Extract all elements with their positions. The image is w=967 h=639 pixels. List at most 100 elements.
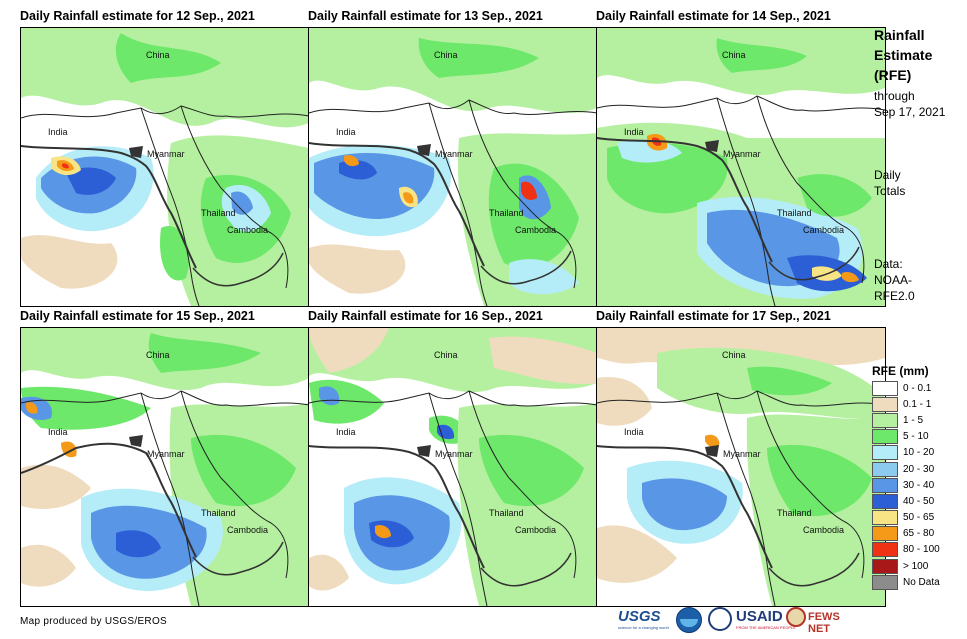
panel-title: Daily Rainfall estimate for 14 Sep., 202… (596, 9, 831, 23)
sidebar-data-source: Data: NOAA- RFE2.0 (874, 256, 915, 304)
legend-item: 0 - 0.1 (872, 380, 962, 396)
map-label-china: China (146, 350, 170, 360)
map-label-cambodia: Cambodia (227, 525, 269, 535)
sidebar-daily-line: Daily (874, 168, 901, 182)
sidebar-through-date: through Sep 17, 2021 (874, 88, 945, 120)
legend-swatch (872, 445, 898, 461)
sidebar-data-line: RFE2.0 (874, 289, 915, 303)
legend-label: 50 - 65 (903, 512, 935, 524)
map-label-china: China (722, 50, 746, 60)
map-label-cambodia: Cambodia (515, 225, 557, 235)
rainfall-map-graphic (309, 328, 597, 606)
usaid-tagline: FROM THE AMERICAN PEOPLE (736, 625, 796, 630)
rainfall-map-graphic (21, 28, 309, 306)
noaa-logo-icon (676, 607, 702, 633)
map-label-india: India (624, 427, 644, 437)
map-label-china: China (722, 350, 746, 360)
map-label-india: India (336, 127, 356, 137)
legend-label: 0 - 0.1 (903, 382, 932, 394)
legend-swatch (872, 574, 898, 590)
sidebar-title-line: (RFE) (874, 67, 912, 83)
map-label-myanmar: Myanmar (147, 149, 185, 159)
sidebar-daily-totals: Daily Totals (874, 167, 905, 199)
legend-item: 1 - 5 (872, 412, 962, 428)
map-credit: Map produced by USGS/EROS (20, 616, 168, 627)
map-label-cambodia: Cambodia (515, 525, 557, 535)
map-panel-17-sep: Daily Rainfall estimate for 17 Sep., 202… (596, 305, 886, 607)
map-label-india: India (336, 427, 356, 437)
map-label-cambodia: Cambodia (803, 525, 845, 535)
rainfall-map-graphic (597, 28, 885, 306)
rainfall-map: China India Myanmar Thailand Cambodia (20, 27, 310, 307)
map-label-myanmar: Myanmar (723, 149, 761, 159)
rainfall-map-graphic (309, 28, 597, 306)
legend-swatch (872, 461, 898, 477)
panel-title: Daily Rainfall estimate for 15 Sep., 202… (20, 309, 255, 323)
legend-label: 65 - 80 (903, 528, 935, 540)
rainfall-map: China India Myanmar Thailand Cambodia (596, 27, 886, 307)
panel-title: Daily Rainfall estimate for 12 Sep., 202… (20, 9, 255, 23)
panel-title: Daily Rainfall estimate for 17 Sep., 202… (596, 309, 831, 323)
legend-label: No Data (903, 576, 940, 588)
legend-swatch (872, 526, 898, 542)
legend-label: 1 - 5 (903, 414, 924, 426)
legend-item: 40 - 50 (872, 493, 962, 509)
map-label-myanmar: Myanmar (435, 149, 473, 159)
fewsnet-ring-icon (786, 607, 806, 627)
map-label-cambodia: Cambodia (803, 225, 845, 235)
usgs-logo: USGS (618, 608, 661, 625)
map-label-thailand: Thailand (777, 508, 812, 518)
legend-label: 20 - 30 (903, 463, 935, 475)
legend-swatch (872, 396, 898, 412)
legend-swatch (872, 429, 898, 445)
legend-item: 10 - 20 (872, 445, 962, 461)
legend-label: > 100 (903, 560, 929, 572)
sidebar-daily-line: Totals (874, 184, 906, 198)
map-label-china: China (434, 50, 458, 60)
rainfall-map-graphic (21, 328, 309, 606)
legend-item: 65 - 80 (872, 526, 962, 542)
legend-item: 20 - 30 (872, 461, 962, 477)
map-label-india: India (48, 427, 68, 437)
usaid-seal-icon (708, 607, 732, 631)
legend-label: 5 - 10 (903, 431, 929, 443)
legend-item: 80 - 100 (872, 542, 962, 558)
legend-item: 5 - 10 (872, 429, 962, 445)
legend-label: 40 - 50 (903, 495, 935, 507)
map-label-thailand: Thailand (489, 208, 524, 218)
map-label-myanmar: Myanmar (723, 449, 761, 459)
legend-swatch (872, 477, 898, 493)
usaid-logo: USAID (736, 608, 783, 625)
map-label-myanmar: Myanmar (435, 449, 473, 459)
agency-logos: USGS science for a changing world USAID … (618, 606, 863, 635)
sidebar-through-value: Sep 17, 2021 (874, 105, 946, 119)
panel-title: Daily Rainfall estimate for 16 Sep., 202… (308, 309, 543, 323)
sidebar-title: Rainfall Estimate (RFE) (874, 25, 932, 85)
legend-swatch (872, 510, 898, 526)
legend-item: > 100 (872, 558, 962, 574)
legend-swatch (872, 542, 898, 558)
legend-rows: 0 - 0.1 0.1 - 1 1 - 5 5 - 10 10 - 20 20 - 30 3… (872, 380, 962, 590)
rainfall-map: China India Myanmar Thailand Cambodia (20, 327, 310, 607)
map-panel-16-sep: Daily Rainfall estimate for 16 Sep., 202… (308, 305, 598, 607)
sidebar-data-line: Data: (874, 257, 903, 271)
map-panel-12-sep: Daily Rainfall estimate for 12 Sep., 202… (20, 5, 310, 307)
rainfall-map-graphic (597, 328, 885, 606)
legend: RFE (mm) 0 - 0.1 0.1 - 1 1 - 5 5 - 10 10 - 2… (872, 362, 962, 590)
map-panel-15-sep: Daily Rainfall estimate for 15 Sep., 202… (20, 305, 310, 607)
map-label-thailand: Thailand (201, 208, 236, 218)
legend-swatch (872, 380, 898, 396)
legend-title: RFE (mm) (872, 364, 929, 378)
map-label-cambodia: Cambodia (227, 225, 269, 235)
map-label-thailand: Thailand (201, 508, 236, 518)
usgs-tagline: science for a changing world (618, 625, 669, 630)
legend-swatch (872, 558, 898, 574)
map-label-thailand: Thailand (777, 208, 812, 218)
legend-label: 0.1 - 1 (903, 398, 932, 410)
legend-swatch (872, 412, 898, 428)
map-label-myanmar: Myanmar (147, 449, 185, 459)
legend-item: 30 - 40 (872, 477, 962, 493)
rainfall-map: China India Myanmar Thailand Cambodia (308, 27, 598, 307)
rainfall-map: China India Myanmar Thailand Cambodia (596, 327, 886, 607)
map-label-india: India (624, 127, 644, 137)
